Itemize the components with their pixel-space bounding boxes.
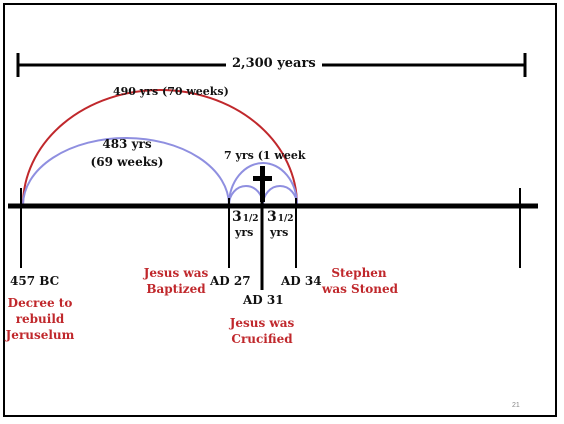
arc-483-label: 483 yrs (69 weeks) bbox=[87, 137, 167, 169]
event-ad31-date: AD 31 bbox=[243, 293, 284, 307]
event-ad34-date: AD 34 bbox=[281, 274, 322, 288]
event-stoned: Stephen was Stoned bbox=[322, 266, 399, 296]
event-457bc-date: 457 BC bbox=[10, 274, 60, 288]
event-crucified-line1: Jesus was bbox=[229, 316, 295, 330]
event-baptized: Jesus was Baptized bbox=[141, 266, 211, 296]
half-week-right-frac: 1/2 bbox=[277, 214, 294, 224]
span-title: 2,300 years bbox=[226, 56, 322, 71]
event-ad27-date: AD 27 bbox=[210, 274, 251, 288]
arc-490-years bbox=[22, 89, 298, 206]
cross-icon bbox=[260, 166, 265, 202]
event-decree: Decree to rebuild Jeruselum bbox=[4, 296, 76, 342]
event-baptized-line1: Jesus was bbox=[143, 266, 209, 280]
cross-icon-bar bbox=[253, 176, 272, 181]
event-decree-line2: rebuild bbox=[15, 312, 65, 326]
arc-half-week-right bbox=[262, 185, 298, 206]
event-decree-line3: Jeruselum bbox=[5, 328, 75, 342]
event-stoned-line2: was Stoned bbox=[322, 282, 399, 296]
half-week-right-unit: yrs bbox=[270, 226, 289, 239]
arc-7-years bbox=[228, 162, 298, 206]
half-week-left-unit: yrs bbox=[235, 226, 254, 239]
half-week-right-num: 3 bbox=[267, 209, 277, 225]
slide-number: 21 bbox=[512, 402, 520, 409]
slide-frame bbox=[3, 3, 557, 417]
event-stoned-line1: Stephen bbox=[331, 266, 387, 280]
event-baptized-line2: Baptized bbox=[146, 282, 206, 296]
arc-483-years bbox=[22, 137, 230, 206]
event-crucified-line2: Crucified bbox=[231, 332, 293, 346]
arc-half-week-left bbox=[228, 185, 264, 206]
half-week-left: 31/2 yrs bbox=[232, 210, 259, 240]
half-week-right: 31/2 yrs bbox=[267, 210, 294, 240]
arc-483-label-line2: (69 weeks) bbox=[90, 155, 164, 169]
arc-7-label: 7 yrs (1 week bbox=[224, 149, 306, 162]
half-week-left-num: 3 bbox=[232, 209, 242, 225]
event-decree-line1: Decree to bbox=[7, 296, 73, 310]
arc-483-label-line1: 483 yrs bbox=[102, 137, 152, 151]
event-crucified: Jesus was Crucified bbox=[224, 316, 300, 346]
arc-490-label: 490 yrs (70 weeks) bbox=[113, 85, 229, 98]
half-week-left-frac: 1/2 bbox=[242, 214, 259, 224]
